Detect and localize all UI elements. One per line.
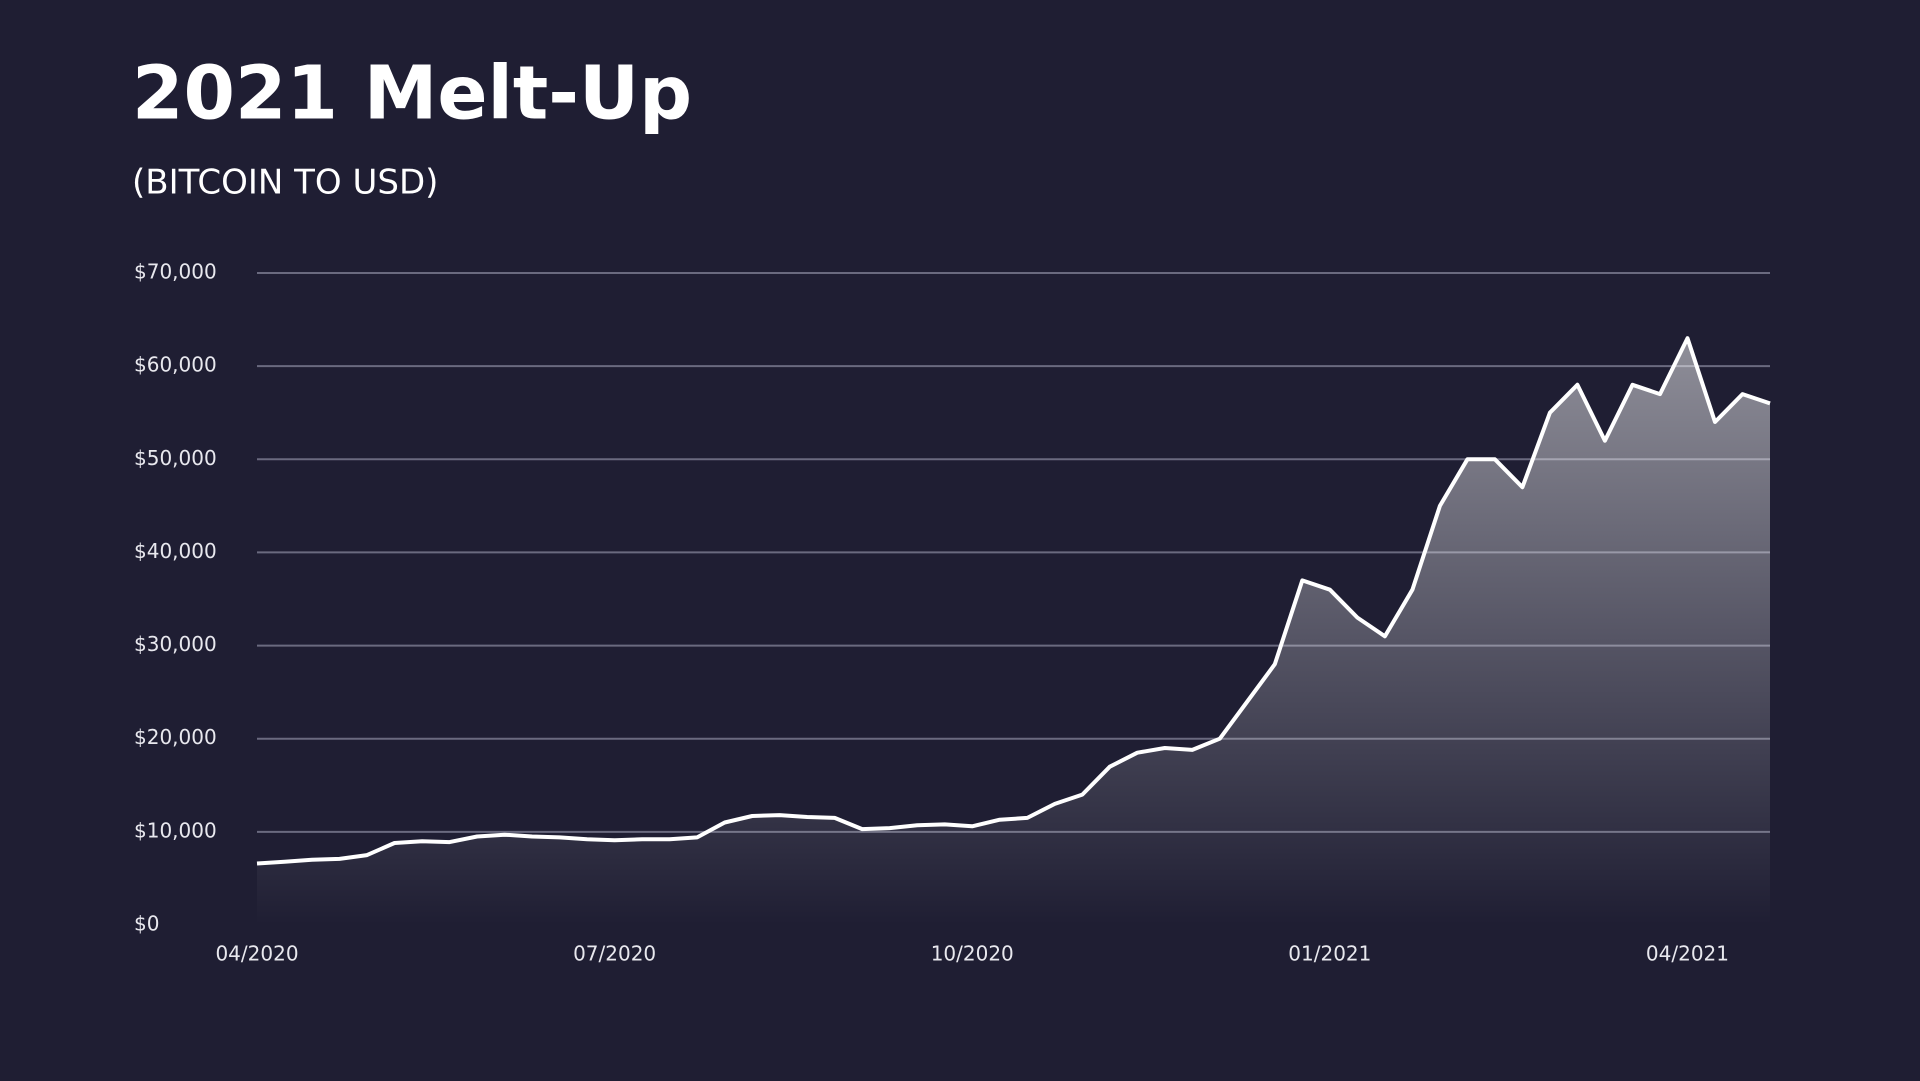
y-tick-label: $10,000 (134, 818, 217, 842)
x-tick-label: 07/2020 (573, 942, 656, 966)
y-tick-label: $0 (134, 912, 159, 936)
y-tick-label: $50,000 (134, 446, 217, 470)
price-line (256, 336, 1771, 866)
y-tick-label: $40,000 (134, 539, 217, 563)
x-tick-label: 01/2021 (1288, 942, 1371, 966)
x-tick-label: 04/2020 (215, 942, 298, 966)
area-fill (257, 338, 1770, 925)
chart-title: 2021 Melt-Up (132, 51, 692, 137)
y-tick-label: $20,000 (134, 725, 217, 749)
x-tick-label: 10/2020 (931, 942, 1014, 966)
chart-subtitle: (BITCOIN TO USD) (132, 163, 438, 203)
x-tick-label: 04/2021 (1646, 942, 1729, 966)
y-tick-label: $30,000 (134, 632, 217, 656)
y-tick-label: $70,000 (134, 260, 217, 284)
y-tick-label: $60,000 (134, 353, 217, 377)
